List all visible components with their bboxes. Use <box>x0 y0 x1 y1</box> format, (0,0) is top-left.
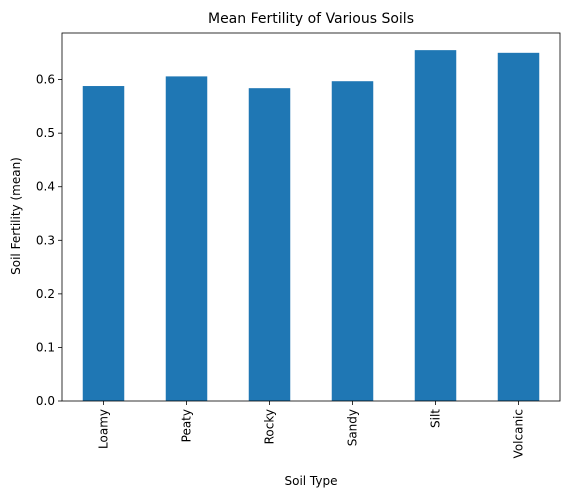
bar-peaty <box>165 76 208 402</box>
x-tick-label: Sandy <box>346 409 360 446</box>
x-tick-label: Volcanic <box>512 409 526 458</box>
bar-rocky <box>248 88 291 401</box>
plot-area-frame <box>61 32 561 402</box>
y-tick-label: 0.4 <box>36 180 55 194</box>
x-axis-label: Soil Type <box>284 474 337 488</box>
bars-group <box>82 50 540 402</box>
bar-volcanic <box>497 52 540 401</box>
bar-silt <box>414 50 457 401</box>
x-axis-ticks: Loamy Peaty Rocky Sandy Silt Volcanic <box>97 401 526 458</box>
x-tick-label: Rocky <box>263 409 277 444</box>
bar-loamy <box>82 86 125 401</box>
y-tick-label: 0.3 <box>36 233 55 247</box>
y-tick-label: 0.5 <box>36 126 55 140</box>
chart-title: Mean Fertility of Various Soils <box>208 11 414 27</box>
y-tick-label: 0.6 <box>36 73 55 87</box>
y-axis-ticks: 0.0 0.1 0.2 0.3 0.4 0.5 0.6 <box>36 73 62 408</box>
y-tick-label: 0.2 <box>36 287 55 301</box>
y-tick-label: 0.0 <box>36 394 55 408</box>
y-axis-label: Soil Fertility (mean) <box>9 157 23 275</box>
x-tick-label: Loamy <box>97 409 111 449</box>
bar-sandy <box>331 81 374 402</box>
y-tick-label: 0.1 <box>36 340 55 354</box>
x-tick-label: Peaty <box>180 409 194 442</box>
x-tick-label: Silt <box>429 409 443 428</box>
